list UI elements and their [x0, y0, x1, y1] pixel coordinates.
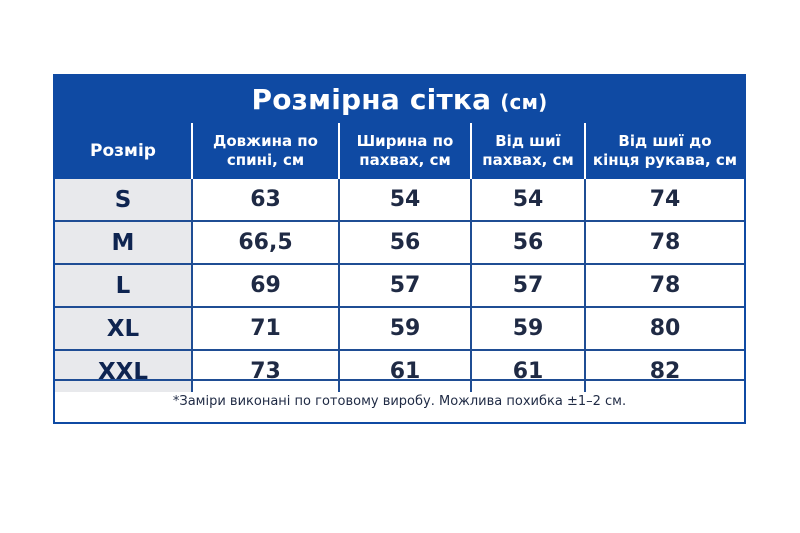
header-back-length-line2: спині, см: [226, 151, 305, 169]
table-row: XXL 73 61 61 82: [55, 349, 744, 392]
header-neck-armpit: Від шиї пахвах, см: [470, 123, 585, 179]
header-neck-armpit-line1: Від шиї: [495, 132, 561, 150]
footnote: *Заміри виконані по готовому виробу. Мож…: [55, 379, 744, 422]
header-neck-sleeve: Від шиї до кінця рукава, см: [584, 123, 744, 179]
header-back-length-line1: Довжина по: [213, 132, 318, 150]
value-cell: 61: [470, 349, 585, 392]
header-neck-armpit-line2: пахвах, см: [482, 151, 574, 169]
value-cell: 59: [470, 306, 585, 350]
value-cell: 80: [584, 306, 744, 350]
value-cell: 54: [470, 179, 585, 221]
value-cell: 59: [338, 306, 471, 350]
value-cell: 63: [191, 179, 339, 221]
table-row: S 63 54 54 74: [55, 179, 744, 221]
size-cell: L: [55, 263, 192, 307]
size-cell: XXL: [55, 349, 192, 392]
table-row: M 66,5 56 56 78: [55, 220, 744, 264]
header-chest-width: Ширина по пахвах, см: [338, 123, 471, 179]
size-cell: XL: [55, 306, 192, 350]
header-chest-width-line2: пахвах, см: [359, 151, 451, 169]
value-cell: 57: [470, 263, 585, 307]
value-cell: 78: [584, 220, 744, 264]
value-cell: 56: [338, 220, 471, 264]
chart-title: Розмірна сітка: [251, 83, 492, 116]
table-row: L 69 57 57 78: [55, 263, 744, 307]
header-back-length: Довжина по спині, см: [191, 123, 339, 179]
table-row: XL 71 59 59 80: [55, 306, 744, 350]
value-cell: 56: [470, 220, 585, 264]
header-neck-sleeve-line2: кінця рукава, см: [592, 151, 738, 169]
value-cell: 82: [584, 349, 744, 392]
chart-title-unit: (см): [500, 89, 548, 114]
header-neck-sleeve-line1: Від шиї до: [618, 132, 712, 150]
value-cell: 74: [584, 179, 744, 221]
value-cell: 54: [338, 179, 471, 221]
header-chest-width-line1: Ширина по: [356, 132, 454, 150]
value-cell: 78: [584, 263, 744, 307]
value-cell: 66,5: [191, 220, 339, 264]
value-cell: 69: [191, 263, 339, 307]
header-size: Розмір: [55, 123, 192, 179]
value-cell: 71: [191, 306, 339, 350]
size-cell: M: [55, 220, 192, 264]
header-size-line1: Розмір: [90, 140, 156, 161]
value-cell: 57: [338, 263, 471, 307]
header-row: Розмір Довжина по спині, см Ширина по па…: [55, 123, 744, 179]
value-cell: 61: [338, 349, 471, 392]
size-chart-card: Розмірна сітка (см) Розмір Довжина по сп…: [53, 74, 746, 424]
title-bar: Розмірна сітка (см): [55, 76, 744, 125]
size-table: Розмір Довжина по спині, см Ширина по па…: [55, 123, 744, 392]
size-cell: S: [55, 179, 192, 221]
